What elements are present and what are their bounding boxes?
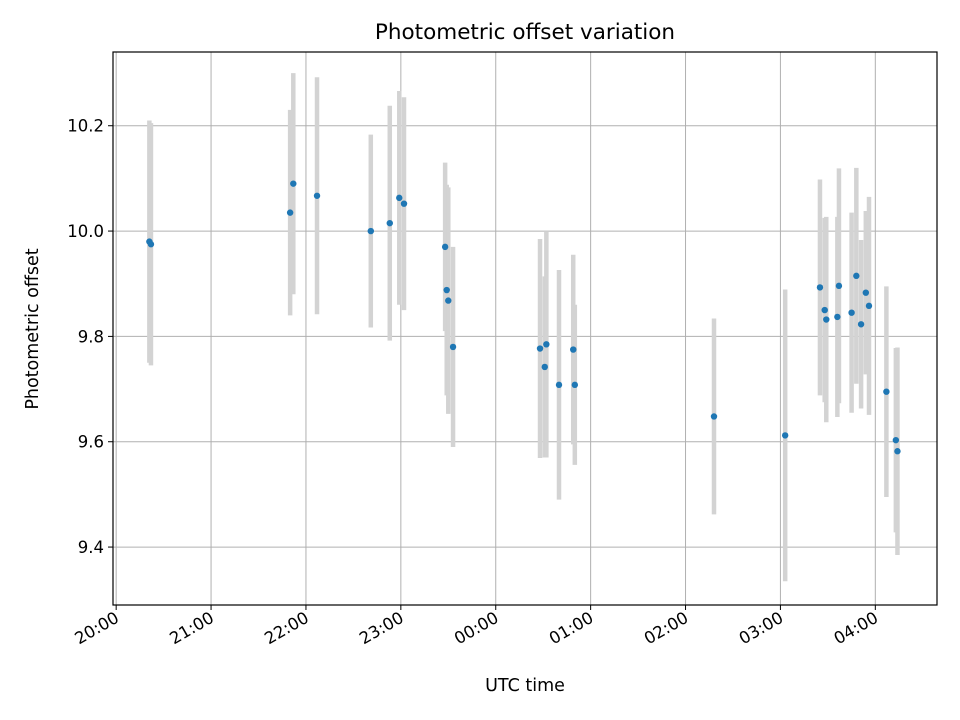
data-point (710, 413, 718, 420)
data-point (386, 219, 393, 227)
data-point (571, 381, 579, 389)
data-point (781, 432, 789, 439)
data-point (541, 363, 548, 371)
data-point (848, 309, 855, 316)
data-point (555, 381, 563, 389)
data-point (536, 345, 544, 352)
data-point (313, 192, 321, 199)
data-point (892, 436, 900, 444)
data-point (441, 243, 449, 251)
y-tick-label: 10.2 (67, 117, 104, 136)
plot-frame (112, 51, 938, 606)
data-point (449, 343, 457, 351)
data-point (865, 302, 873, 310)
data-point (894, 448, 901, 455)
data-point (286, 209, 294, 216)
data-point (862, 289, 870, 296)
data-point (367, 227, 374, 235)
data-point (853, 272, 860, 280)
data-point (290, 180, 297, 187)
chart-title: Photometric offset variation (375, 20, 675, 45)
y-tick-label: 9.6 (78, 433, 104, 452)
data-point (883, 388, 890, 395)
data-point (445, 297, 452, 304)
y-tick-label: 9.4 (78, 538, 104, 557)
data-point (147, 241, 155, 248)
y-tick-label: 10.0 (67, 222, 104, 241)
x-axis-label: UTC time (485, 676, 565, 696)
y-axis-label: Photometric offset (23, 248, 43, 409)
data-point (543, 341, 550, 348)
y-tick-label: 9.8 (78, 327, 104, 346)
plot-area (113, 52, 937, 605)
data-layer (146, 73, 901, 582)
data-point (396, 194, 403, 202)
data-point (835, 282, 843, 290)
data-point (570, 346, 577, 353)
data-point (857, 321, 865, 328)
data-point (816, 284, 824, 291)
data-point (823, 316, 830, 323)
data-point (821, 306, 828, 314)
data-point (834, 313, 841, 321)
data-point (400, 200, 408, 207)
data-point (443, 286, 450, 294)
